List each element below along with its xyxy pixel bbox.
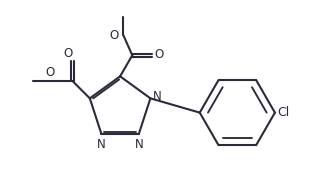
- Text: O: O: [63, 47, 73, 60]
- Text: Cl: Cl: [278, 106, 290, 119]
- Text: N: N: [97, 138, 106, 151]
- Text: N: N: [134, 138, 143, 151]
- Text: N: N: [153, 90, 162, 103]
- Text: O: O: [45, 66, 55, 79]
- Text: O: O: [110, 29, 119, 42]
- Text: O: O: [154, 48, 163, 61]
